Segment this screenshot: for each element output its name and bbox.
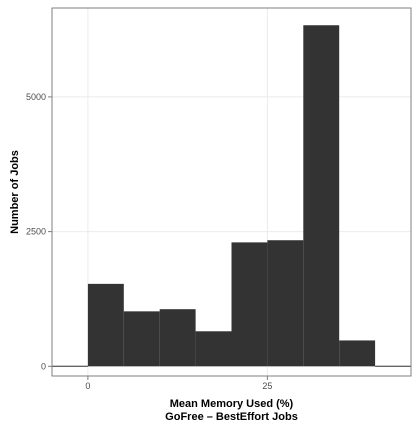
histogram-bar [123,311,160,367]
histogram-bar [339,340,376,367]
bars [52,25,411,367]
x-axis: 0 25 [85,376,272,391]
y-axis-title: Number of Jobs [9,150,21,234]
x-tick-label: 0 [85,381,90,391]
y-axis: 0 2500 5000 [26,92,52,371]
y-tick-label: 0 [41,361,46,371]
histogram-bar [303,25,340,367]
histogram-bar [195,331,232,367]
histogram-bar [159,309,196,367]
y-tick-label: 5000 [26,92,46,102]
panel-border [51,7,412,377]
x-axis-subtitle: GoFree – BestEffort Jobs [165,411,298,423]
y-tick-label: 2500 [26,227,46,237]
histogram-bar [267,240,304,367]
histogram-bar [231,242,268,367]
histogram-bar [87,283,124,367]
x-axis-title: Mean Memory Used (%) [170,398,294,410]
x-tick-label: 25 [262,381,272,391]
